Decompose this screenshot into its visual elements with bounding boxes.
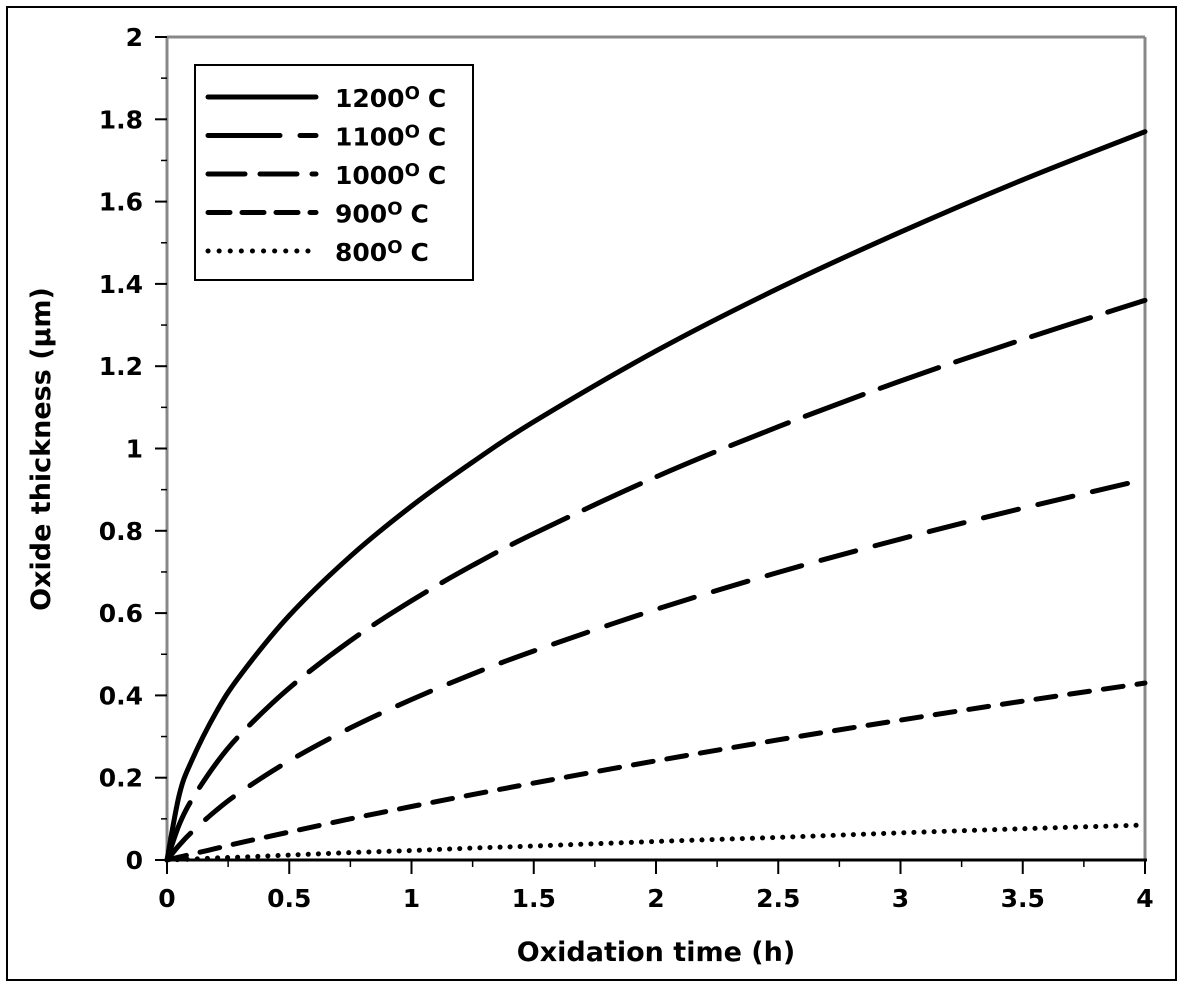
- series-line-1200: [164, 129, 1148, 863]
- y-tick-label: 0: [126, 846, 143, 875]
- series-line-1100: [164, 297, 1148, 863]
- legend-label-1200: 1200O C: [335, 83, 446, 113]
- legend-degree-mark: O: [405, 83, 420, 104]
- x-tick-label: 4: [1136, 884, 1153, 913]
- legend-temperature: 900: [335, 200, 387, 229]
- legend-degree-mark: O: [387, 199, 402, 220]
- legend-degree-mark: O: [387, 237, 402, 258]
- y-tick-label: 1.2: [99, 352, 143, 381]
- legend-temperature: 1200: [335, 84, 405, 113]
- series-line-1000: [164, 476, 1148, 863]
- legend-degree-mark: O: [405, 122, 420, 143]
- legend-label-900: 900O C: [335, 199, 429, 229]
- y-tick-label: 1.8: [99, 105, 143, 134]
- series-line-900: [164, 680, 1148, 863]
- x-tick-label: 2.5: [756, 884, 800, 913]
- series-lines: [164, 129, 1148, 863]
- y-tick-label: 1.4: [99, 270, 143, 299]
- y-tick-label: 2: [126, 23, 143, 52]
- x-tick-label: 1.5: [512, 884, 556, 913]
- figure-frame: [6, 6, 1177, 981]
- legend-temperature: 1000: [335, 161, 405, 190]
- x-tick-label: 1: [403, 884, 420, 913]
- x-tick-label: 3.5: [1001, 884, 1045, 913]
- x-tick-label: 3: [892, 884, 909, 913]
- legend-degree-mark: O: [405, 160, 420, 181]
- y-tick-label: 0.6: [99, 599, 143, 628]
- legend-temperature: 1100: [335, 123, 405, 152]
- y-tick-label: 0.8: [99, 517, 143, 546]
- legend-label-1000: 1000O C: [335, 160, 446, 190]
- legend-unit: C: [428, 161, 446, 190]
- legend-unit: C: [428, 123, 446, 152]
- x-axis-label: Oxidation time (h): [517, 937, 795, 968]
- y-tick-label: 0.2: [99, 764, 143, 793]
- series-line-800: [164, 822, 1148, 863]
- legend-label-800: 800O C: [335, 237, 429, 267]
- axes: 0 0.2 0.4 0.6 0.8 1 1.2 1.4 1.6 1.8 2 0 0.5 1 1.5 2 2.5 3…: [99, 23, 1154, 913]
- legend-unit: C: [428, 84, 446, 113]
- x-tick-label: 0.5: [267, 884, 311, 913]
- x-tick-label: 0: [158, 884, 175, 913]
- legend-unit: C: [411, 238, 429, 267]
- x-tick-label: 2: [647, 884, 664, 913]
- y-axis-label: Oxide thickness (µm): [26, 287, 57, 611]
- legend-label-1100: 1100O C: [335, 122, 446, 152]
- y-tick-label: 0.4: [99, 681, 143, 710]
- y-tick-label: 1.6: [99, 188, 143, 217]
- y-tick-label: 1: [126, 435, 143, 464]
- legend-temperature: 800: [335, 238, 387, 267]
- legend-unit: C: [411, 200, 429, 229]
